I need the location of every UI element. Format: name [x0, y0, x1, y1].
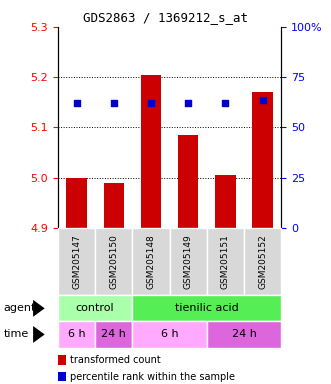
Bar: [104, 183, 124, 228]
Bar: [141, 74, 161, 228]
Text: transformed count: transformed count: [70, 355, 160, 365]
Point: [260, 97, 265, 103]
Text: GSM205147: GSM205147: [72, 234, 81, 289]
Text: agent: agent: [3, 303, 36, 313]
Bar: [178, 135, 199, 228]
Text: GSM205149: GSM205149: [184, 234, 193, 289]
Text: percentile rank within the sample: percentile rank within the sample: [70, 372, 234, 382]
Text: time: time: [3, 329, 28, 339]
Text: GDS2863 / 1369212_s_at: GDS2863 / 1369212_s_at: [83, 12, 248, 25]
Text: 24 h: 24 h: [101, 329, 126, 339]
Point: [148, 100, 154, 106]
Text: 6 h: 6 h: [68, 329, 85, 339]
Point: [223, 100, 228, 106]
Text: GSM205150: GSM205150: [109, 234, 118, 289]
Text: GSM205151: GSM205151: [221, 234, 230, 289]
Point: [74, 100, 79, 106]
Text: 24 h: 24 h: [232, 329, 257, 339]
Point: [186, 100, 191, 106]
Bar: [66, 178, 87, 228]
Text: control: control: [76, 303, 115, 313]
Bar: [253, 92, 273, 228]
Text: 6 h: 6 h: [161, 329, 178, 339]
Text: GSM205148: GSM205148: [147, 234, 156, 289]
Text: tienilic acid: tienilic acid: [175, 303, 239, 313]
Bar: [215, 175, 236, 228]
Point: [111, 100, 117, 106]
Text: GSM205152: GSM205152: [258, 234, 267, 289]
